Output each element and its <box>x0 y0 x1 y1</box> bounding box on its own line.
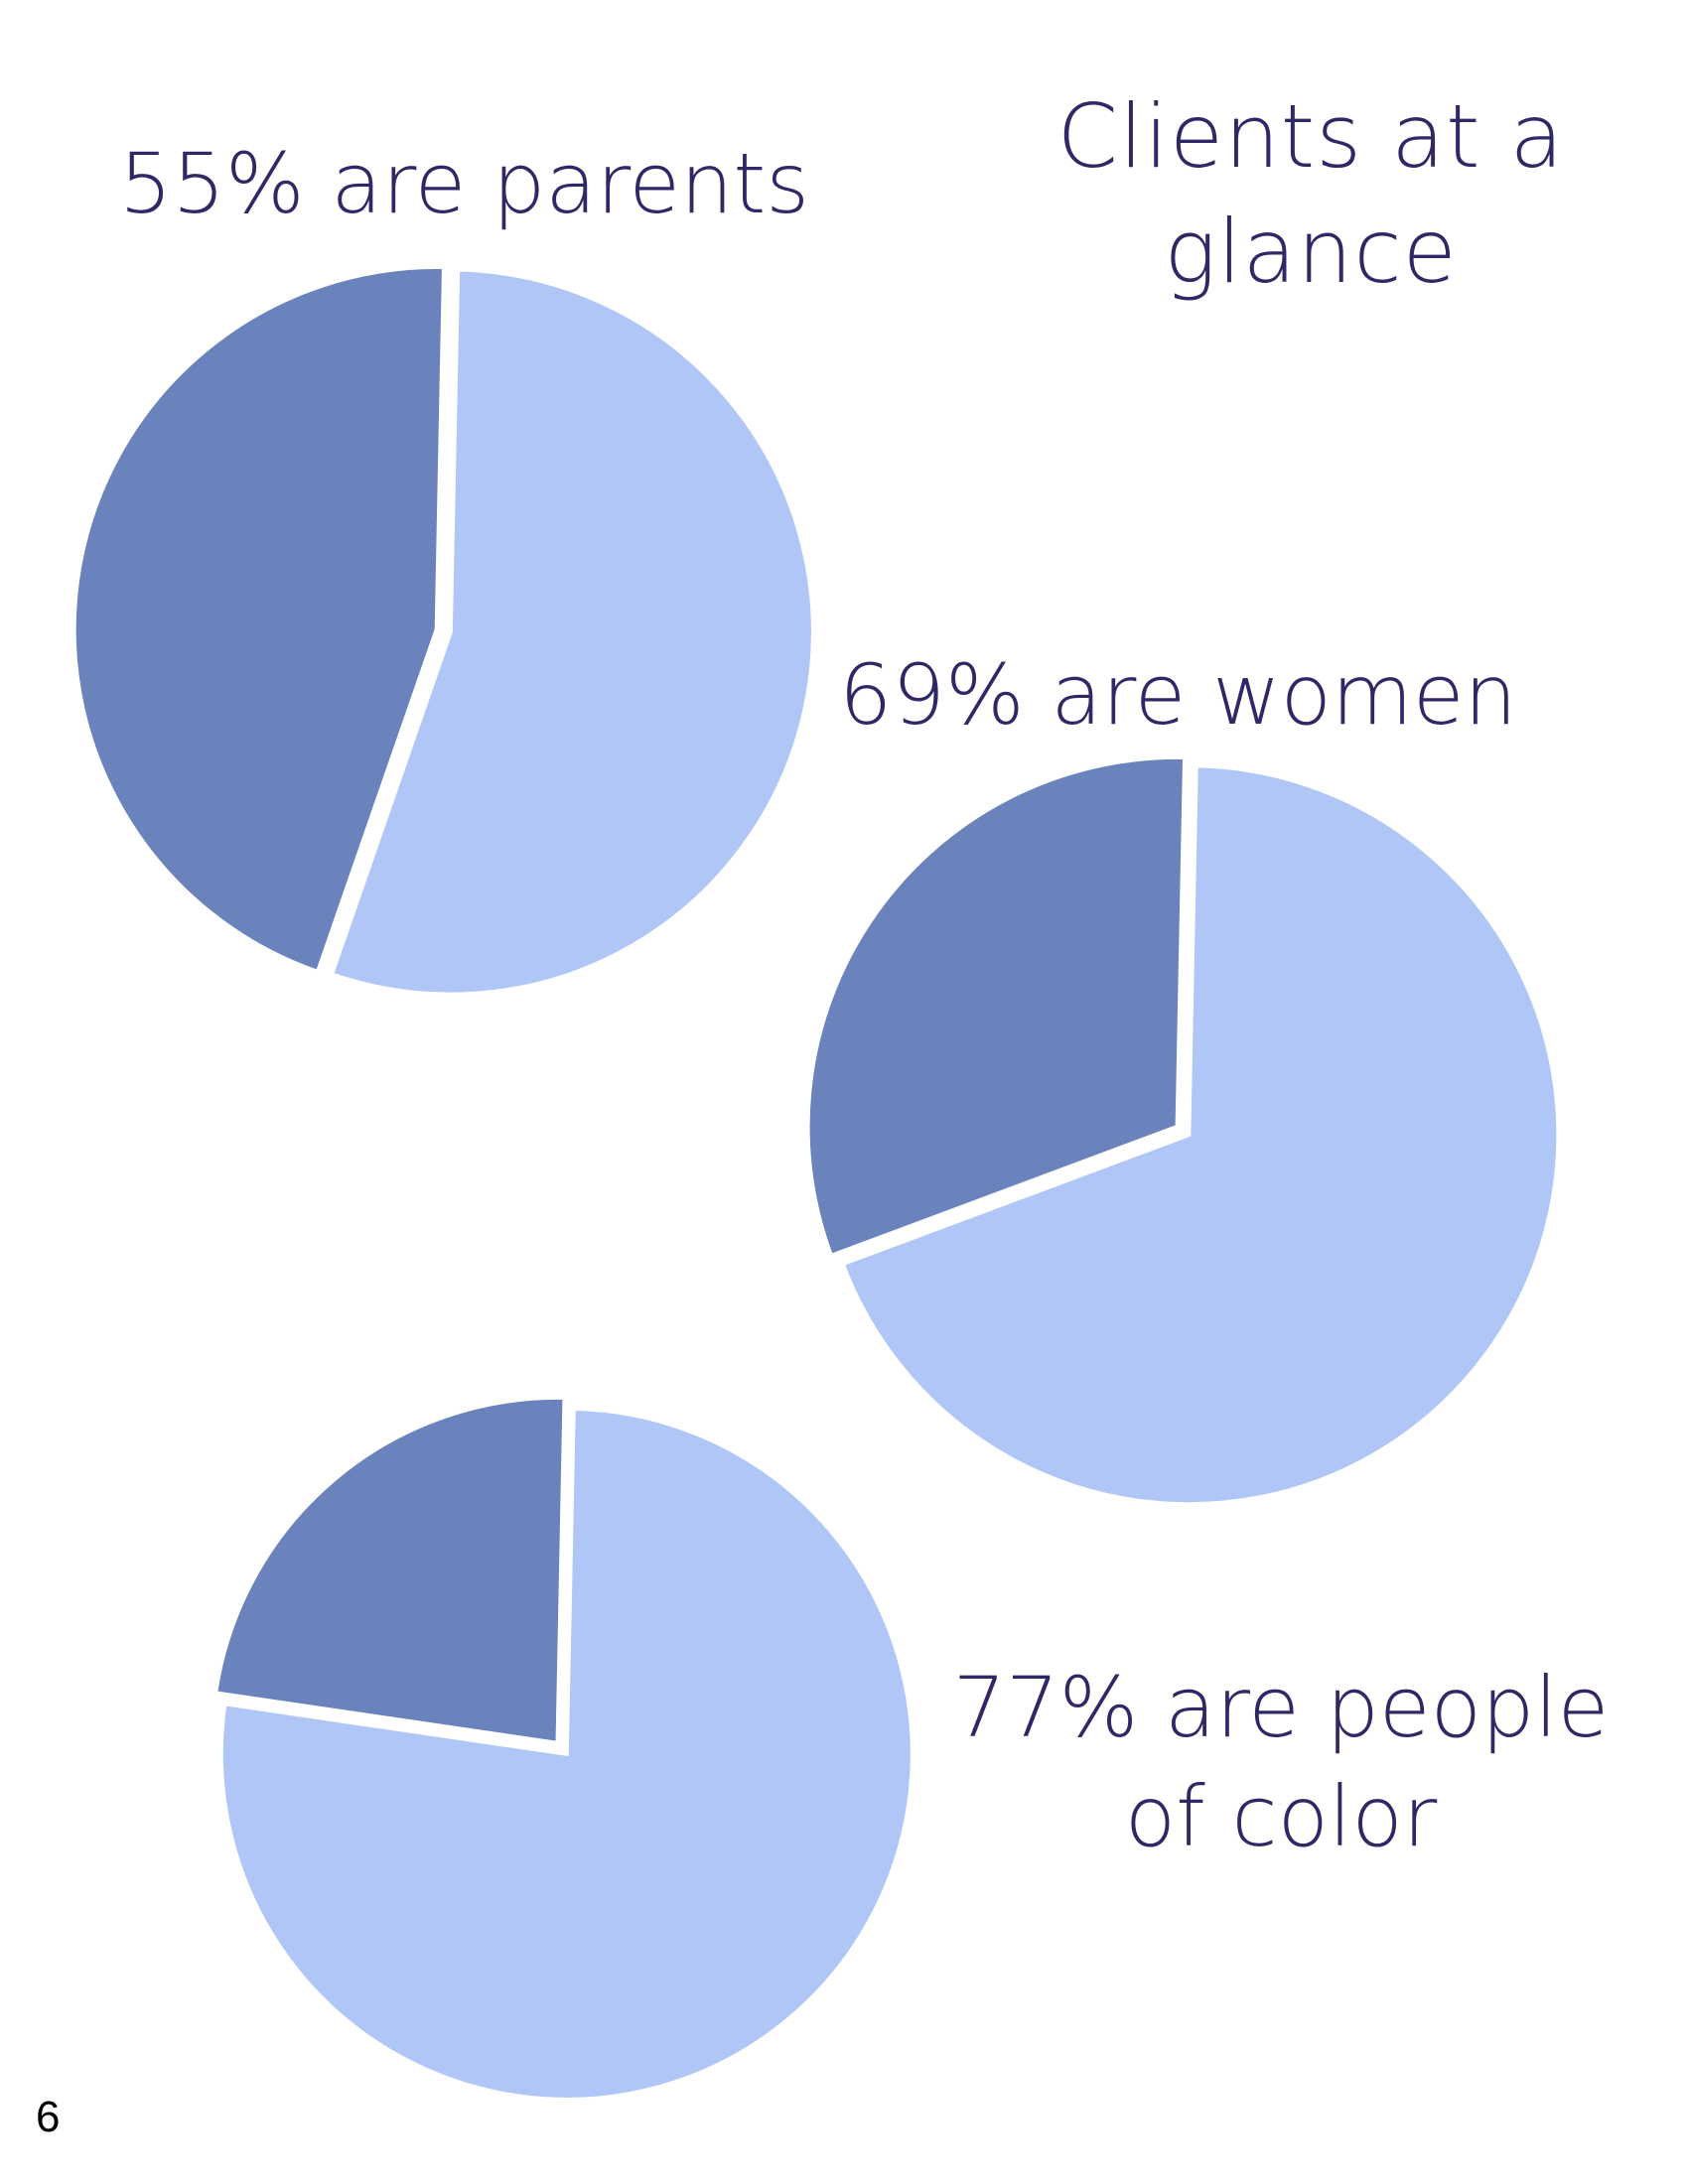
pie-chart-women <box>805 754 1561 1507</box>
slice-people-of-color <box>218 1406 914 2102</box>
chart-title-people-of-color: 77% are people of color <box>952 1659 1610 1865</box>
pie-chart-people-of-color <box>212 1395 914 2102</box>
slice-parents <box>329 267 815 997</box>
slice-non-women <box>805 754 1188 1259</box>
pie-chart-parents <box>71 265 815 997</box>
slice-women <box>840 763 1561 1507</box>
slice-not-people-of-color <box>212 1395 567 1746</box>
page-number: 6 <box>36 2093 61 2141</box>
page-title: Clients at a glance <box>1056 85 1565 303</box>
chart-title-parents: 55% are parents <box>119 135 810 232</box>
chart-title-women: 69% are women <box>839 646 1517 744</box>
slice-non-parents <box>71 265 447 975</box>
